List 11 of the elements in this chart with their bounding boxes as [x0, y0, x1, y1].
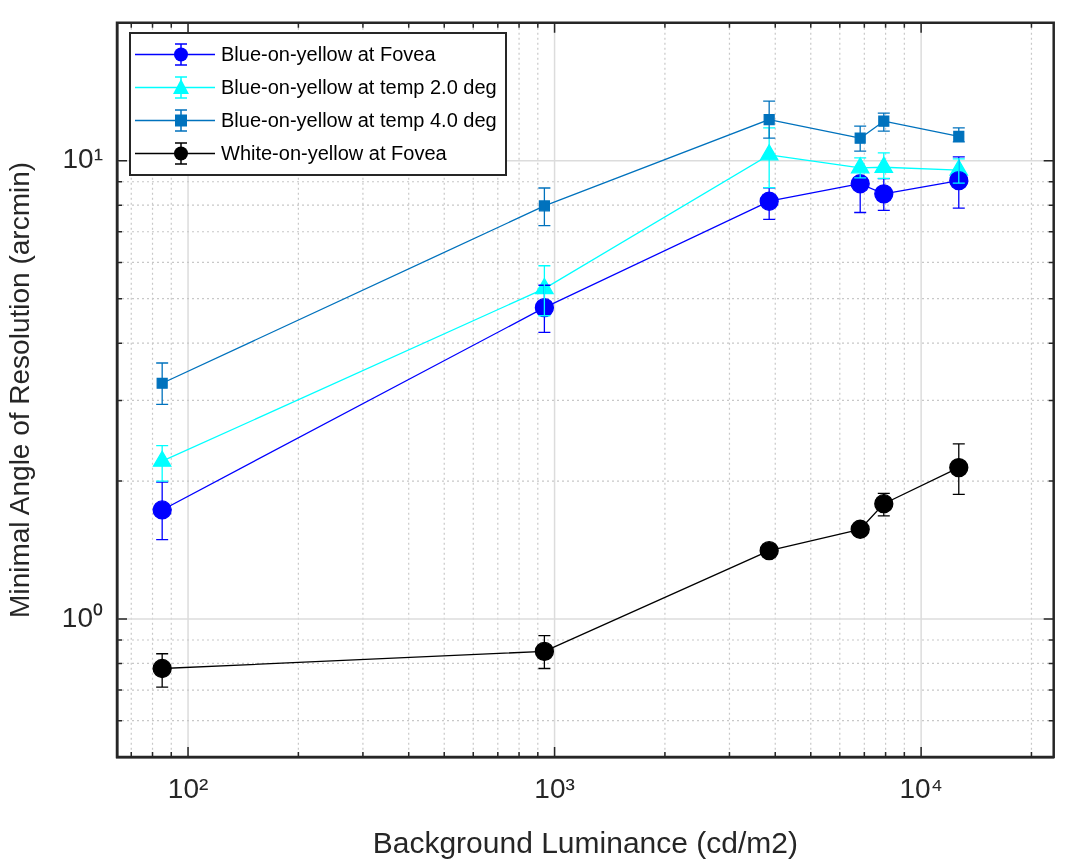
x-tick-label: 10³: [534, 772, 575, 804]
y-axis-title: Minimal Angle of Resolution (arcmin): [3, 161, 35, 618]
x-axis-title: Background Luminance (cd/m2): [372, 826, 798, 860]
legend-label: White-on-yellow at Fovea: [221, 141, 447, 165]
y-tick-label: 10¹: [62, 143, 103, 175]
y-tick-label: 10⁰: [61, 601, 103, 633]
x-tick-label: 10²: [167, 772, 209, 804]
legend-label: Blue-on-yellow at temp 2.0 deg: [221, 75, 497, 99]
legend-label: Blue-on-yellow at Fovea: [221, 42, 436, 66]
legend-label: Blue-on-yellow at temp 4.0 deg: [221, 108, 497, 132]
x-tick-label: 10⁴: [899, 772, 943, 804]
